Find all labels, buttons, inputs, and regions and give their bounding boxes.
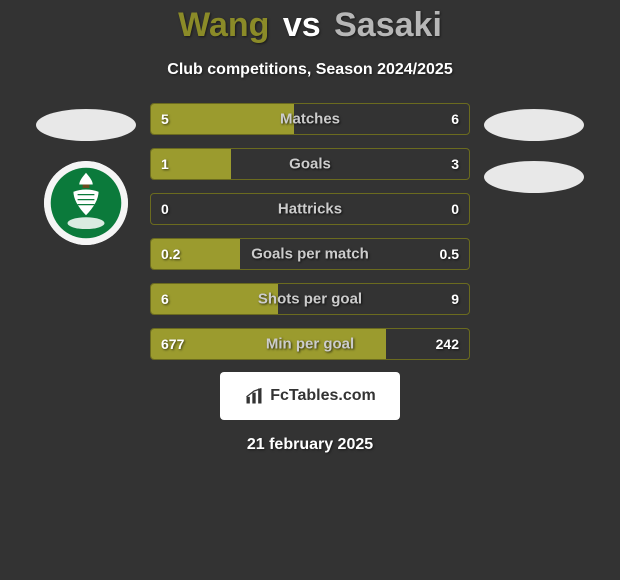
stat-bar: 0 0 Hattricks <box>150 193 470 225</box>
stat-value-left: 677 <box>161 336 184 352</box>
source-badge: FcTables.com <box>220 372 400 420</box>
stat-bar: 677 242 Min per goal <box>150 328 470 360</box>
player2-placeholder-ellipse <box>484 109 584 141</box>
player2-club-placeholder-ellipse <box>484 161 584 193</box>
stat-value-right: 0.5 <box>440 246 459 262</box>
stat-value-right: 3 <box>451 156 459 172</box>
comparison-card: Wang vs Sasaki Club competitions, Season… <box>0 0 620 580</box>
player1-club-crest <box>44 161 128 245</box>
vs-separator: vs <box>283 6 321 44</box>
source-badge-text: FcTables.com <box>270 387 376 405</box>
stat-label: Min per goal <box>266 336 354 353</box>
stat-bar-fill-left <box>151 104 294 134</box>
player1-name: Wang <box>178 6 269 44</box>
player2-name: Sasaki <box>334 6 442 44</box>
stat-bars: 5 6 Matches 1 3 Goals 0 0 Hattricks 0.2 0.5 Goals p… <box>150 103 470 360</box>
stat-bar: 5 6 Matches <box>150 103 470 135</box>
stat-value-right: 0 <box>451 201 459 217</box>
date-text: 21 february 2025 <box>247 436 373 454</box>
stat-value-left: 1 <box>161 156 169 172</box>
stat-bar: 1 3 Goals <box>150 148 470 180</box>
bar-chart-icon <box>244 386 264 406</box>
player1-placeholder-ellipse <box>36 109 136 141</box>
stat-value-right: 242 <box>436 336 459 352</box>
stat-label: Goals per match <box>251 246 369 263</box>
stat-value-left: 0 <box>161 201 169 217</box>
subtitle: Club competitions, Season 2024/2025 <box>167 61 452 79</box>
main-row: 5 6 Matches 1 3 Goals 0 0 Hattricks 0.2 0.5 Goals p… <box>0 103 620 360</box>
stat-label: Hattricks <box>278 201 342 218</box>
stat-label: Goals <box>289 156 331 173</box>
stat-bar: 6 9 Shots per goal <box>150 283 470 315</box>
right-side-col <box>484 103 584 193</box>
crest-svg <box>44 161 128 245</box>
stat-value-left: 0.2 <box>161 246 180 262</box>
stat-value-right: 6 <box>451 111 459 127</box>
stat-value-right: 9 <box>451 291 459 307</box>
left-side-col <box>36 103 136 245</box>
page-title: Wang vs Sasaki <box>178 6 442 45</box>
stat-bar: 0.2 0.5 Goals per match <box>150 238 470 270</box>
stat-value-left: 6 <box>161 291 169 307</box>
stat-label: Shots per goal <box>258 291 362 308</box>
stat-label: Matches <box>280 111 340 128</box>
stat-value-left: 5 <box>161 111 169 127</box>
